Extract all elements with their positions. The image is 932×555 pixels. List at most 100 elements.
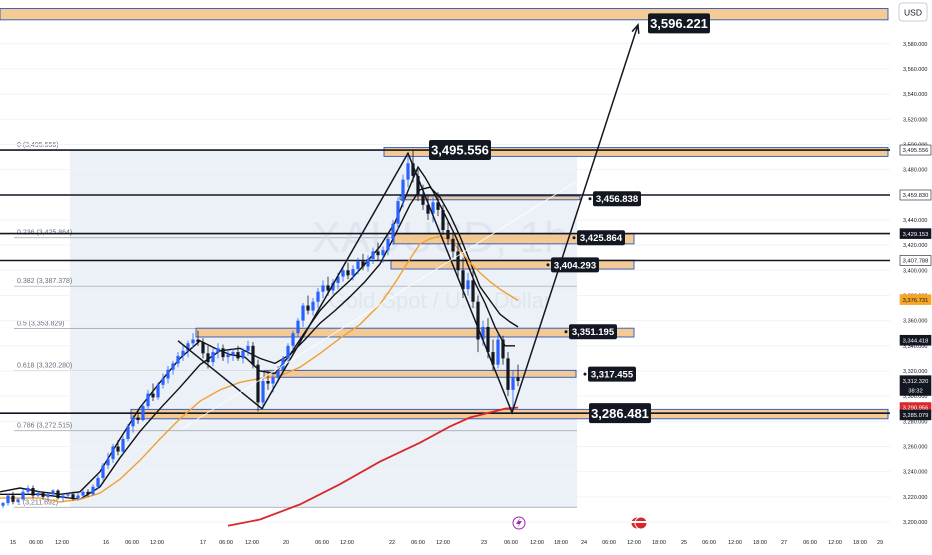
candle [46,493,50,501]
candle-body [261,381,265,403]
price-callout[interactable]: 3,596.221 [648,13,710,34]
price-zone[interactable] [130,408,889,420]
price-zones[interactable] [0,8,889,420]
candle [406,157,410,188]
candle-body [86,491,90,495]
candle [121,436,125,455]
badge-label: 38:32 [908,389,923,395]
candle-body [241,350,245,359]
candle [146,389,150,409]
fib-level-label: 0.382 (3,387.378) [17,278,72,285]
candle-body [216,348,220,353]
fib-level-label: 1 (3,211.692) [17,499,58,506]
candle [91,484,95,496]
price-callouts[interactable]: 3,596.221 3,495.556 3,456.838 3,425.864 3,40… [429,13,710,424]
candle [216,343,220,359]
candle-body [46,494,50,497]
candle-body [111,446,115,460]
price-scale-badge: 3,285.079 [899,409,932,421]
candle [221,344,225,361]
candle [56,489,60,500]
badge-label: 3,495.556 [903,148,929,154]
candle [96,475,100,490]
candle [416,169,420,202]
price-zone[interactable] [383,147,889,157]
price-callout[interactable]: 3,317.455 [583,366,637,382]
candle-body [246,345,250,351]
time-tick-label: 25 [681,540,687,546]
price-callout[interactable]: 3,286.481 [589,403,651,424]
badge-box [899,385,932,396]
candle [171,360,175,375]
candle-body [231,352,235,355]
candle-body [406,163,410,180]
candle [51,489,55,496]
candle-body [386,238,390,251]
candle [101,462,105,481]
price-callout[interactable]: 3,351.195 [564,324,618,340]
ma-line-slow [0,186,519,501]
candle [191,333,195,349]
watermark-description: Gold Spot / U.S. Dollar [329,288,552,313]
price-zone[interactable] [195,327,635,338]
candle-body [66,494,70,496]
candle-body [496,339,500,365]
callout-box [589,403,651,424]
candle [201,338,205,359]
candle [401,174,405,208]
price-zone[interactable] [399,195,581,201]
time-tick-label: 12:00 [245,540,259,546]
fib-level-label: 0.618 (3,320.280) [17,363,72,370]
currency-button[interactable]: USD [898,2,928,22]
callout-box [648,13,710,34]
candle [181,345,185,361]
badge-box [899,334,932,346]
badge-label: 3,376.731 [903,298,929,304]
candle-body [476,301,480,340]
horizontal-lines[interactable] [0,149,890,414]
candle-body [201,342,205,354]
projection-path-line[interactable] [177,24,639,415]
candle-body [176,355,180,364]
time-tick-label: 27 [781,540,787,546]
candle [231,348,235,361]
candle [476,295,480,353]
candle [76,493,80,501]
time-tick-label: 23 [481,540,487,546]
candle-body [166,369,170,379]
price-zone[interactable] [0,8,889,21]
candle-body [381,250,385,256]
price-callout[interactable]: 3,456.838 [588,191,642,207]
candle-body [136,417,140,421]
price-tick-label: 3,300.000 [903,394,927,400]
candle [331,279,335,295]
candle [1,501,5,509]
candle-body [376,251,380,256]
candle [256,359,260,412]
candle-body [451,238,455,252]
candle [386,235,390,256]
candle [301,303,305,327]
projection-path[interactable] [177,23,640,431]
candle-body [61,495,65,499]
time-tick-label: 12:00 [828,540,842,546]
candle [306,295,310,315]
time-tick-label: 18:00 [753,540,767,546]
candle-body [491,352,495,365]
time-tick-label: 06:00 [702,540,716,546]
candle [81,490,85,499]
price-callout[interactable]: 3,425.864 [572,230,626,246]
candle [441,204,445,236]
price-callout[interactable]: 3,404.293 [546,257,600,273]
candle [266,370,270,390]
candle-body [511,377,515,390]
candle [511,370,515,412]
event-markers[interactable] [512,516,648,530]
candle-body [186,343,190,351]
candle-body [41,493,45,497]
callout-anchor-dot [572,236,576,240]
candle [501,335,505,365]
price-zone[interactable] [263,369,577,378]
price-callout[interactable]: 3,495.556 [429,140,491,161]
